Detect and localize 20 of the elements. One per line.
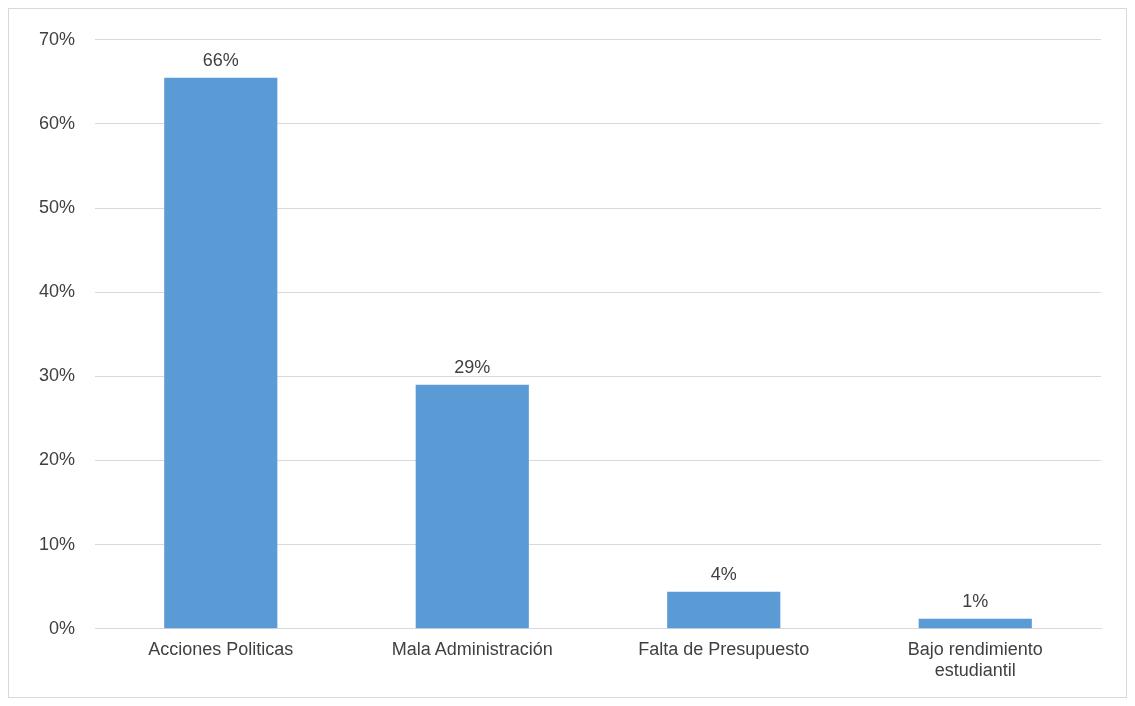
- data-label: 66%: [202, 49, 239, 70]
- y-tick-label: 40%: [39, 281, 76, 302]
- data-label: 4%: [710, 563, 737, 584]
- bar: [164, 77, 278, 629]
- y-tick-label: 70%: [39, 28, 76, 49]
- data-label: 29%: [454, 356, 491, 377]
- y-tick-label: 30%: [39, 365, 76, 386]
- x-tick-label: Mala Administración: [391, 638, 553, 659]
- bar: [415, 384, 529, 629]
- x-tick-label: Bajo rendimiento estudiantil: [907, 638, 1043, 681]
- y-tick-label: 10%: [39, 533, 76, 554]
- y-tick-label: 50%: [39, 197, 76, 218]
- bar: [667, 591, 781, 629]
- y-tick-label: 0%: [49, 617, 76, 638]
- x-tick-label: Falta de Presupuesto: [638, 638, 810, 659]
- x-tick-label: Acciones Politicas: [148, 638, 294, 659]
- y-tick-label: 20%: [39, 449, 76, 470]
- data-label: 1%: [962, 590, 989, 611]
- bar: [918, 618, 1032, 629]
- y-tick-label: 60%: [39, 112, 76, 133]
